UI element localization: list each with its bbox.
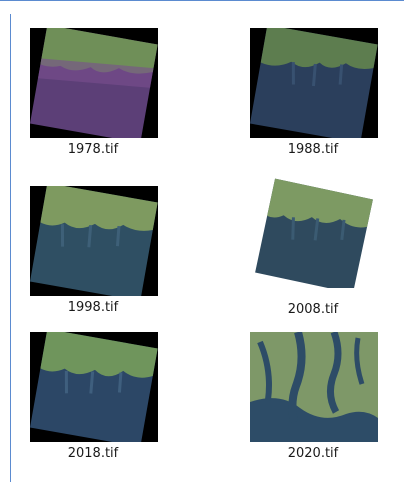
file-thumbnail-2008 <box>250 178 378 288</box>
file-thumbnail-1978 <box>30 28 158 138</box>
file-name-label: 2020.tif <box>287 446 339 461</box>
file-name-label: 1978.tif <box>67 142 119 157</box>
file-item-2018[interactable]: 2018.tif <box>18 332 168 482</box>
file-thumbnail-2018 <box>30 332 158 442</box>
file-item-1998[interactable]: 1998.tif <box>18 186 168 336</box>
file-name-label: 2018.tif <box>67 446 119 461</box>
file-thumbnail-1988 <box>250 28 378 138</box>
pane-left-border <box>10 14 11 482</box>
file-name-label: 1988.tif <box>287 142 339 157</box>
file-item-2008[interactable]: 2008.tif <box>238 178 388 328</box>
file-item-1978[interactable]: 1978.tif <box>18 28 168 178</box>
file-thumbnail-2020 <box>250 332 378 442</box>
file-thumbnail-1998 <box>30 186 158 296</box>
file-name-label: 1998.tif <box>67 300 119 315</box>
file-name-label: 2008.tif <box>287 302 339 317</box>
file-item-2020[interactable]: 2020.tif <box>238 332 388 482</box>
file-item-1988[interactable]: 1988.tif <box>238 28 388 178</box>
